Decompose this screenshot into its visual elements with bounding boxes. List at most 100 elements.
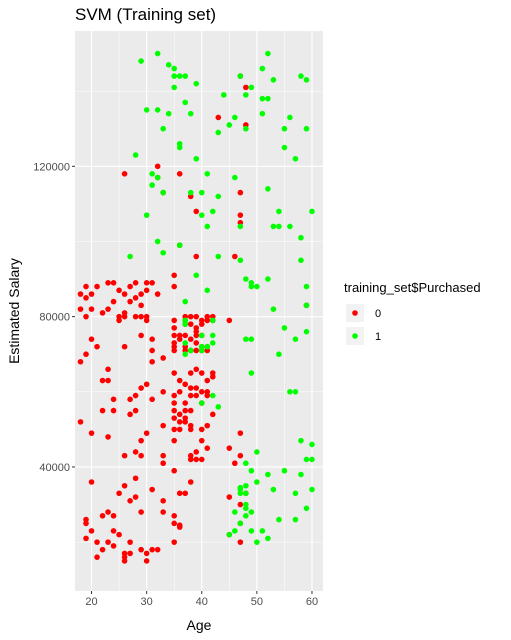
data-point-0 [143,287,150,294]
data-point-1 [204,343,211,350]
data-point-0 [176,490,183,497]
data-point-1 [259,528,266,534]
data-point-1 [298,471,304,478]
data-point-1 [176,242,183,249]
data-point-0 [149,486,155,493]
data-point-1 [209,317,216,324]
data-point-0 [160,389,166,395]
data-point-0 [121,343,128,350]
data-point-1 [215,193,222,200]
data-point-1 [154,238,161,245]
data-point-1 [298,257,304,264]
data-point-0 [121,313,128,320]
data-point-0 [237,189,244,196]
data-point-0 [138,452,144,459]
data-point-1 [187,110,194,117]
data-point-0 [99,310,106,316]
data-point-0 [193,456,200,463]
data-point-1 [215,253,222,260]
data-point-1 [132,152,139,158]
data-point-0 [143,280,150,286]
data-point-1 [265,186,271,192]
data-point-1 [248,467,255,474]
data-point-1 [254,479,260,485]
data-point-1 [182,99,189,106]
data-point-1 [287,223,293,230]
data-point-1 [259,95,266,102]
data-point-0 [149,358,155,365]
data-point-1 [237,484,244,491]
data-point-0 [187,479,194,485]
data-point-0 [187,407,194,414]
data-point-0 [204,377,211,384]
data-point-0 [94,554,100,560]
data-point-1 [309,441,315,448]
data-point-0 [127,396,133,403]
data-point-1 [165,110,172,117]
data-point-0 [83,520,89,527]
data-point-0 [105,306,111,312]
data-point-0 [132,295,139,301]
data-point-0 [171,400,177,406]
data-point-0 [105,377,111,384]
data-point-0 [110,280,117,286]
data-point-1 [237,490,244,497]
data-point-1 [198,189,205,196]
data-point-0 [127,497,133,504]
data-point-0 [127,539,133,545]
data-point-1 [265,276,271,282]
legend: training_set$Purchased 0 1 [344,280,481,345]
y-axis: 40000 80000 120000 [33,161,75,474]
data-point-0 [116,317,122,324]
data-point-1 [149,182,155,188]
data-point-1 [243,513,249,519]
data-point-1 [182,340,189,346]
data-point-1 [198,347,205,354]
data-point-0 [149,347,155,354]
data-point-1 [292,490,299,497]
data-point-1 [309,456,315,463]
data-point-0 [182,332,189,339]
data-point-1 [226,531,233,538]
plot-panel [75,31,323,591]
data-point-1 [276,351,282,358]
data-point-1 [248,370,255,376]
data-point-0 [88,336,95,342]
legend-key-0 [352,310,358,316]
data-point-0 [187,385,194,391]
data-point-0 [171,283,177,290]
data-point-1 [221,92,227,98]
y-tick-label: 80000 [39,312,70,324]
data-point-1 [243,490,249,497]
data-point-1 [154,107,161,113]
data-point-0 [160,452,166,459]
data-point-1 [243,92,249,98]
data-point-0 [232,253,238,260]
data-point-0 [154,291,161,297]
data-point-1 [154,50,161,57]
data-point-0 [171,343,177,350]
data-point-0 [116,490,122,497]
data-point-1 [143,107,150,113]
data-point-0 [138,313,144,320]
data-point-1 [276,223,282,230]
data-point-0 [182,407,189,414]
data-point-0 [226,445,233,451]
x-tick-label: 40 [196,596,208,608]
data-point-0 [171,467,177,474]
data-point-0 [138,437,144,444]
data-point-0 [171,392,177,399]
data-point-0 [237,539,244,545]
data-point-0 [143,381,150,388]
data-point-0 [209,411,216,418]
data-point-0 [226,317,233,324]
y-axis-title: Estimated Salary [6,258,22,364]
data-point-0 [171,407,177,414]
data-point-1 [303,125,310,132]
data-point-0 [187,370,194,376]
data-point-0 [105,434,111,440]
data-point-1 [248,528,255,534]
data-point-1 [209,208,216,215]
data-point-0 [154,163,161,170]
data-point-0 [105,280,111,286]
